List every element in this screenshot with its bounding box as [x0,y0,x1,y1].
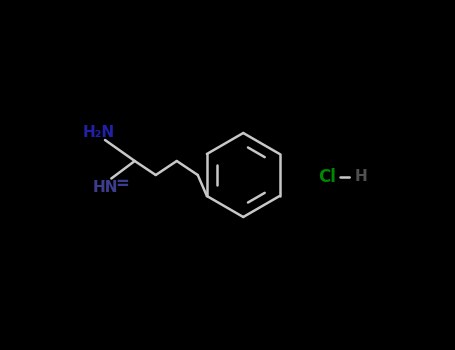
Text: =: = [115,175,129,194]
Text: Cl: Cl [318,168,336,186]
Text: H₂N: H₂N [82,125,114,140]
Text: HN: HN [93,181,118,195]
Text: H: H [354,169,367,184]
